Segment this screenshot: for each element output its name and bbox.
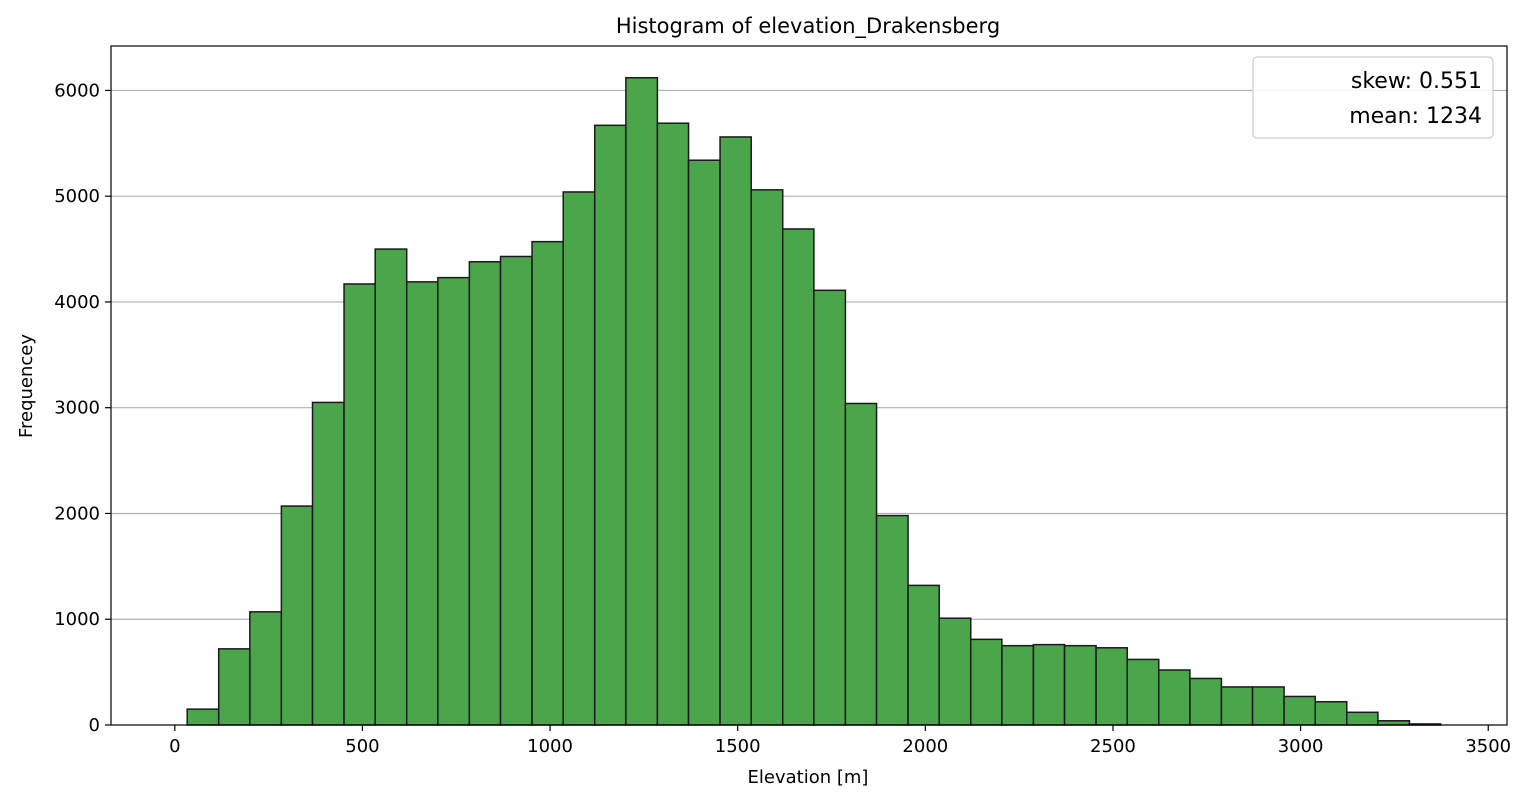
histogram-bars <box>186 76 1442 726</box>
histogram-bar <box>1251 686 1285 726</box>
histogram-bar <box>1314 700 1348 726</box>
histogram-bar <box>562 191 596 726</box>
x-tick-label: 3000 <box>1278 736 1324 757</box>
histogram-bar <box>1220 686 1254 726</box>
histogram-bar <box>280 505 314 726</box>
histogram-bar <box>1126 658 1160 726</box>
legend-box <box>1252 56 1494 139</box>
histogram-bar <box>405 281 439 726</box>
y-tick-label: 6000 <box>54 80 100 101</box>
histogram-bar <box>969 638 1003 726</box>
histogram-bar <box>719 136 752 726</box>
histogram-bar <box>1095 647 1128 726</box>
histogram-bar <box>1346 711 1379 726</box>
histogram-bar <box>1377 720 1411 726</box>
histogram-bar <box>1283 695 1316 726</box>
x-tick-label: 3500 <box>1465 736 1511 757</box>
x-axis-ticks: 0 500 1000 1500 2000 2500 3000 3500 <box>169 725 1511 757</box>
x-tick-label: 2000 <box>902 736 948 757</box>
y-axis-ticks: 0 1000 2000 3000 4000 5000 6000 <box>54 80 111 736</box>
histogram-bar <box>907 584 940 726</box>
histogram-bar <box>1001 644 1035 726</box>
histogram-bar <box>844 402 878 726</box>
y-tick-label: 1000 <box>54 609 100 630</box>
histogram-bar <box>531 240 564 726</box>
histogram-bar <box>437 276 471 726</box>
x-tick-label: 2500 <box>1090 736 1136 757</box>
plot-frame <box>110 45 1508 726</box>
histogram-bar <box>468 261 502 726</box>
histogram-bar <box>625 76 659 726</box>
histogram-bar <box>343 283 376 726</box>
histogram-bar <box>249 611 283 726</box>
y-tick-label: 4000 <box>54 292 100 313</box>
histogram-bar <box>875 514 909 726</box>
y-tick-label: 0 <box>89 715 100 736</box>
chart-title: Histogram of elevation_Drakensberg <box>616 14 1000 39</box>
y-axis-label: Frequencey <box>16 334 37 438</box>
histogram-bar <box>750 189 784 726</box>
histogram-bar <box>1189 677 1223 726</box>
y-tick-label: 2000 <box>54 503 100 524</box>
x-tick-label: 500 <box>345 736 379 757</box>
histogram-bar <box>938 617 972 726</box>
x-axis-label: Elevation [m] <box>748 767 869 788</box>
y-tick-label: 3000 <box>54 398 100 419</box>
histogram-bar <box>311 401 345 726</box>
histogram-bar <box>1158 669 1191 726</box>
x-tick-label: 1000 <box>527 736 573 757</box>
histogram-bar <box>813 289 847 726</box>
histogram-bar <box>374 248 408 726</box>
legend-entry-mean: mean: 1234 <box>1349 104 1482 129</box>
histogram-bar <box>593 124 627 726</box>
histogram-bar <box>781 228 815 726</box>
histogram-bar <box>656 122 690 726</box>
legend-entry-skew: skew: 0.551 <box>1351 69 1482 94</box>
histogram-bar <box>1063 644 1097 726</box>
y-tick-label: 5000 <box>54 186 100 207</box>
x-tick-label: 0 <box>169 736 180 757</box>
histogram-bar <box>217 648 251 726</box>
x-tick-label: 1500 <box>715 736 761 757</box>
histogram-bar <box>1032 643 1066 726</box>
histogram-bar <box>186 708 220 726</box>
histogram-bar <box>499 255 533 726</box>
histogram-bar <box>687 159 721 726</box>
legend: skew: 0.551 mean: 1234 <box>1252 56 1494 139</box>
